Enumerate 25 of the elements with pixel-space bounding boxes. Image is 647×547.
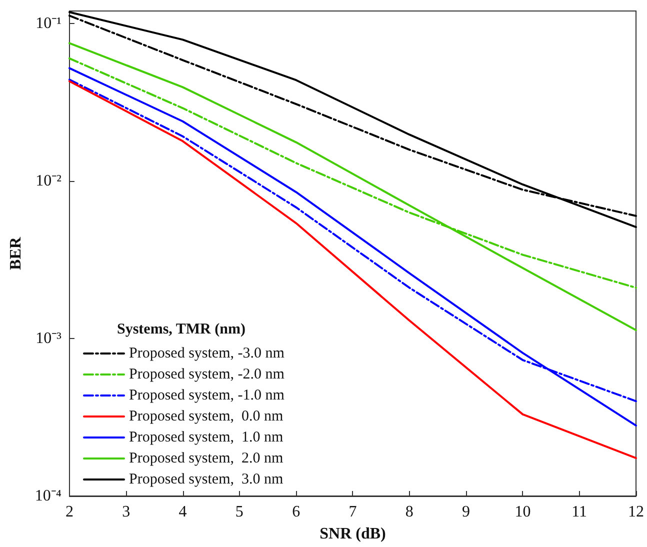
legend-label: Proposed system, -3.0 nm — [129, 346, 285, 362]
legend-label: Proposed system, -2.0 nm — [129, 366, 285, 382]
x-tick-label: 11 — [572, 504, 588, 520]
x-tick-label: 9 — [462, 504, 470, 520]
legend-label: Proposed system, -1.0 nm — [129, 388, 285, 404]
y-tick-label: 10⁻¹ — [36, 14, 62, 32]
legend-title: Systems, TMR (nm) — [117, 322, 246, 338]
y-tick-label: 10⁻⁴ — [34, 488, 62, 504]
x-tick-label: 5 — [235, 504, 244, 520]
x-tick-label: 2 — [65, 504, 74, 520]
y-axis-title: BER — [8, 236, 24, 270]
legend-label: Proposed system, 2.0 nm — [129, 450, 284, 466]
y-tick-label: 10⁻³ — [36, 330, 62, 347]
legend-label: Proposed system, 3.0 nm — [129, 472, 284, 488]
legend-label: Proposed system, 0.0 nm — [129, 408, 284, 424]
x-tick-label: 8 — [405, 504, 414, 520]
x-tick-label: 6 — [292, 504, 300, 520]
x-tick-label: 4 — [178, 504, 187, 520]
x-tick-label: 12 — [628, 504, 644, 520]
x-tick-label: 10 — [514, 504, 531, 520]
y-tick-label: 10⁻² — [36, 172, 62, 190]
legend-label: Proposed system, 1.0 nm — [129, 430, 284, 446]
x-tick-label: 3 — [122, 504, 130, 520]
x-axis-title: SNR (dB) — [320, 526, 386, 542]
x-tick-label: 7 — [348, 504, 357, 520]
